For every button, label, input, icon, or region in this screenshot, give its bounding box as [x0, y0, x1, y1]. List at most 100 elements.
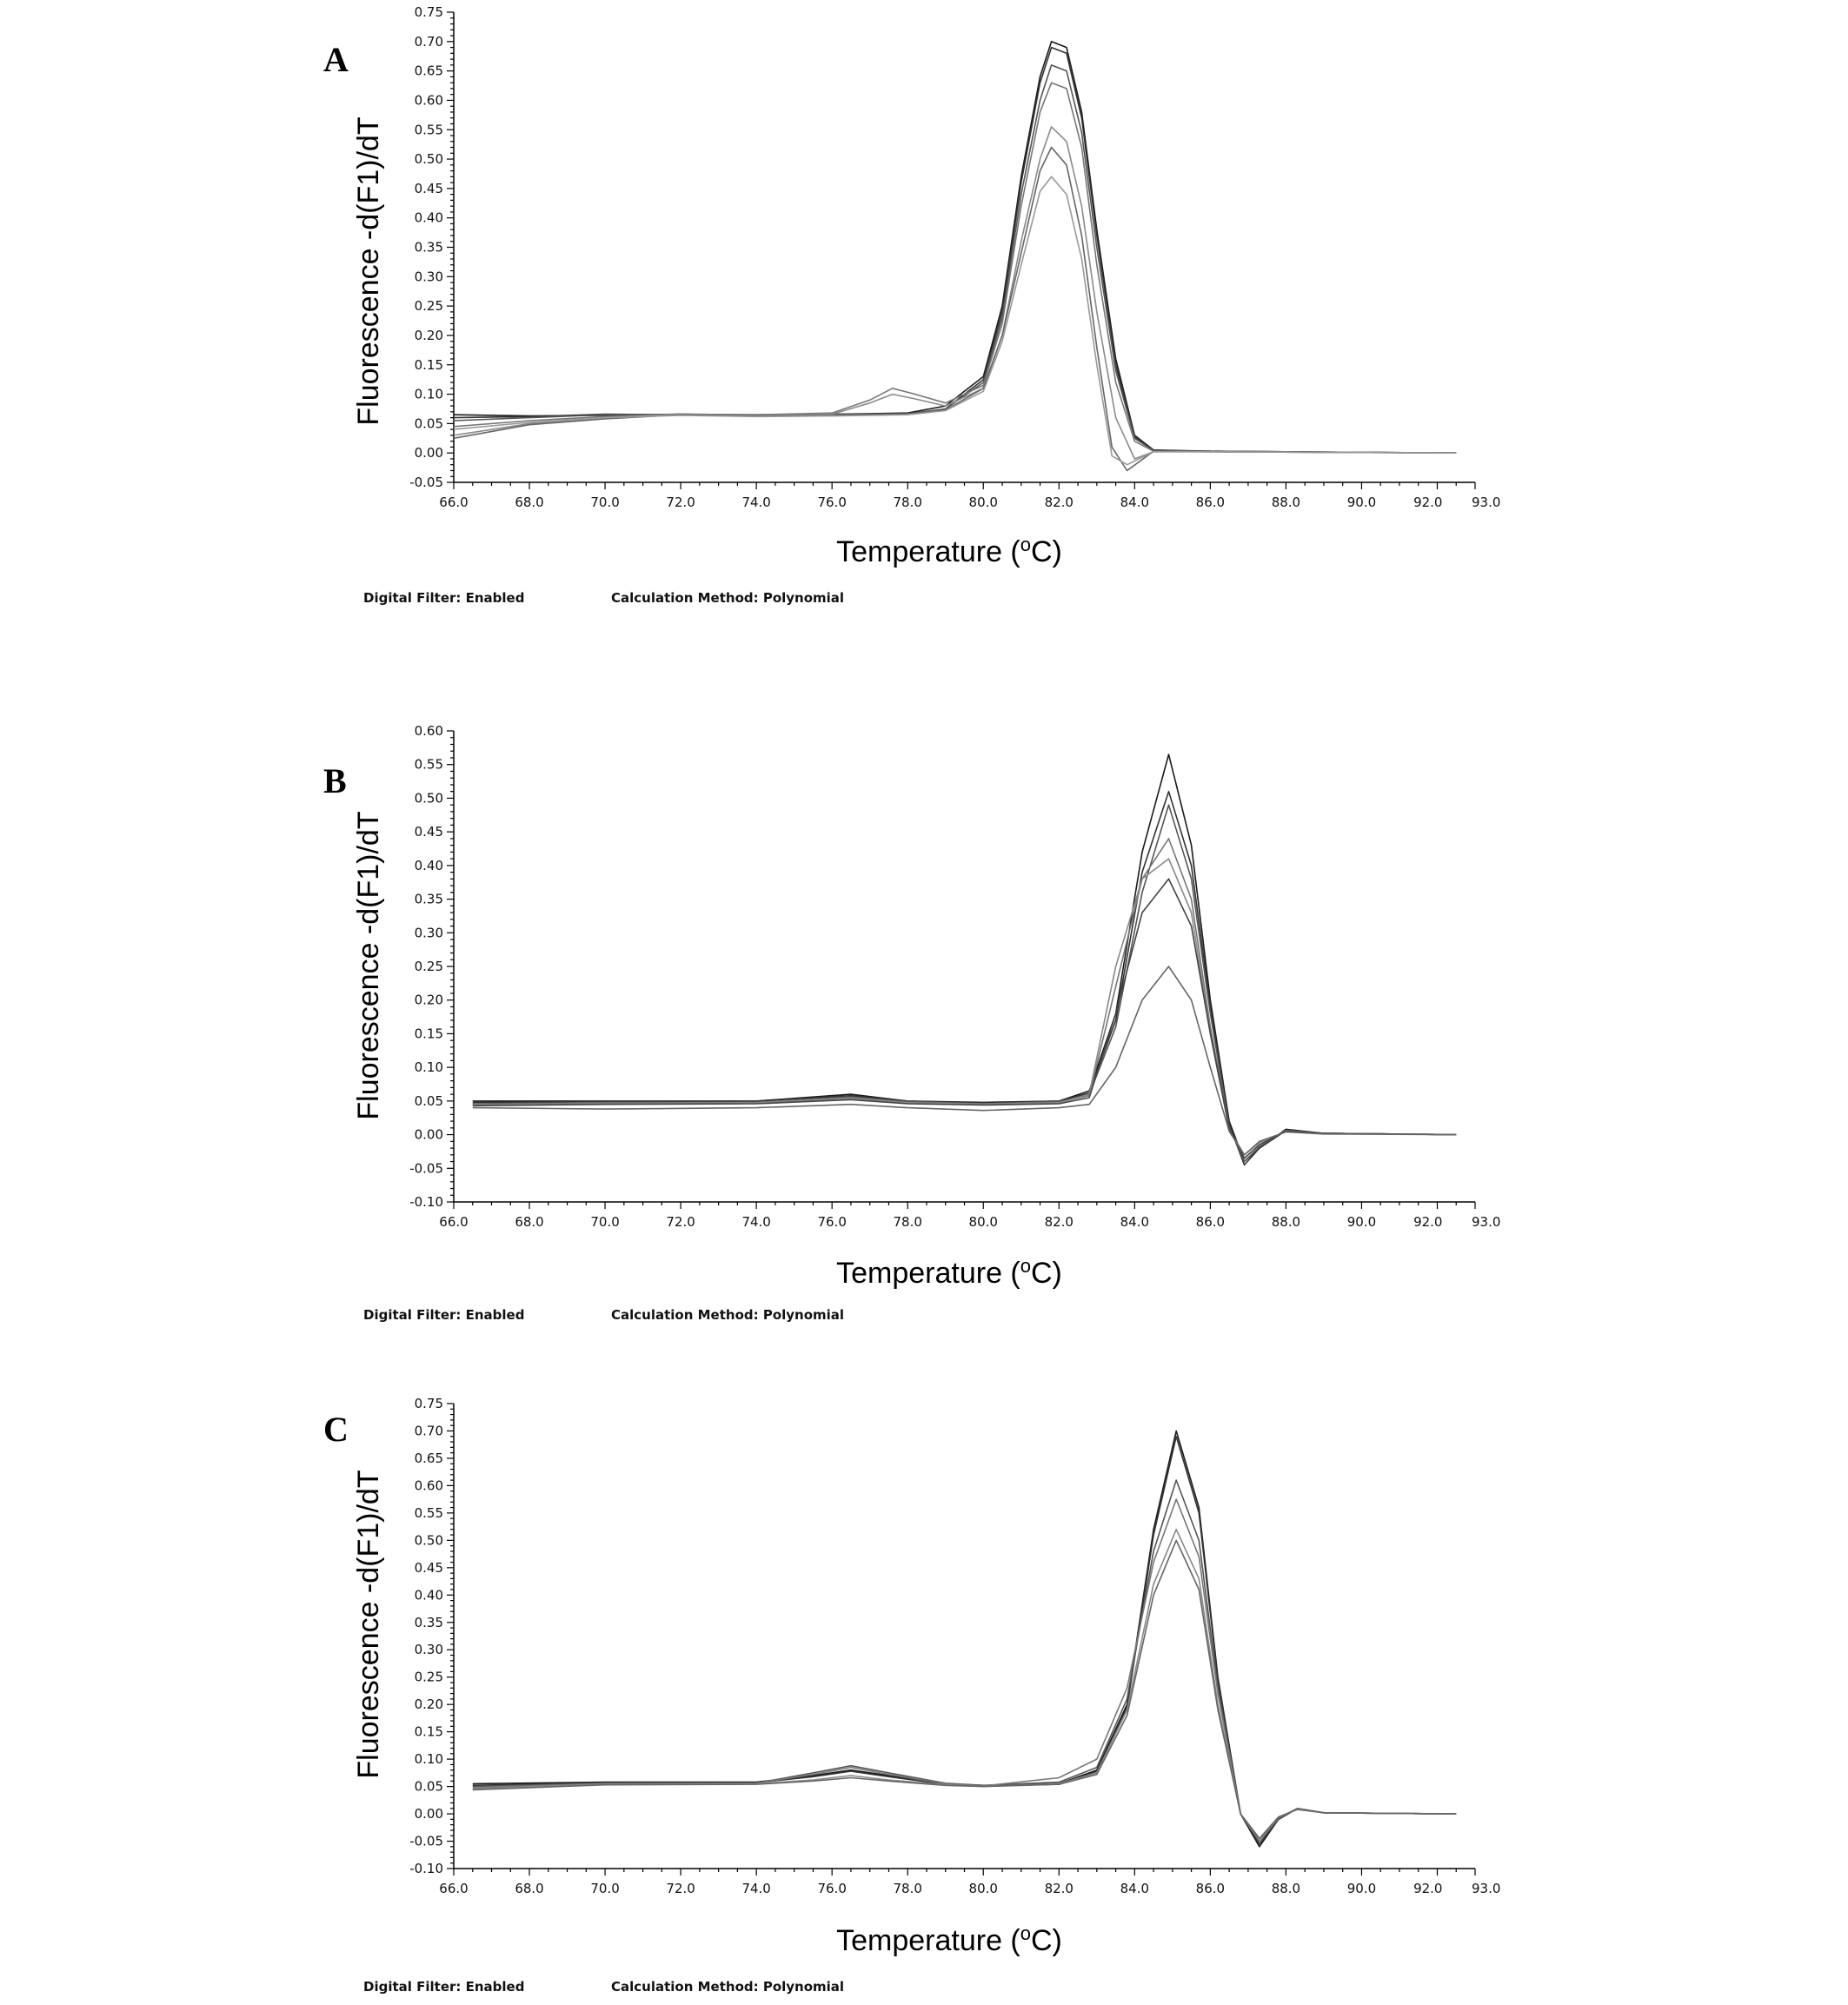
panel-b-y-tick-label: 0.55	[415, 757, 443, 773]
panel-a-x-tick-label: 70.0	[590, 495, 619, 510]
panel-b-footer-method: Calculation Method: Polynomial	[611, 1307, 844, 1323]
panel-a-series-1	[453, 40, 1457, 454]
panel-b-x-tick-label: 88.0	[1272, 1214, 1300, 1230]
panel-a-y-tick-label: 0.35	[415, 240, 443, 256]
panel-a-y-tick-label: 0.00	[415, 445, 443, 461]
panel-b-x-tick-label: 84.0	[1120, 1214, 1149, 1230]
panel-b: B Temperature (oC) Fluorescence -d(F1)/d…	[323, 723, 1500, 1323]
panel-c-y-tick-label: 0.30	[415, 1642, 443, 1657]
panel-a-x-tick-label: 72.0	[666, 495, 695, 510]
panel-c-y-tick-label: 0.55	[415, 1505, 443, 1521]
panel-b-footer-filter: Digital Filter: Enabled	[363, 1307, 524, 1323]
panel-c-x-tick-label: 66.0	[439, 1881, 468, 1896]
panel-a-x-tick-label: 66.0	[439, 495, 468, 510]
panel-a-x-tick-label: 80.0	[969, 495, 998, 510]
panel-c-series-3	[472, 1479, 1457, 1842]
panel-a-series-6	[453, 146, 1457, 472]
panel-c-y-tick-label: 0.25	[415, 1670, 443, 1685]
panel-b-y-tick-label: 0.15	[415, 1026, 443, 1041]
panel-b-y-tick-label: -0.10	[409, 1194, 443, 1210]
panel-c-y-tick-label: 0.00	[415, 1806, 443, 1822]
panel-c-y-tick-label: 0.45	[415, 1560, 443, 1576]
panel-c-x-tick-label: 88.0	[1272, 1881, 1300, 1896]
panel-b-x-tick-label: 78.0	[894, 1214, 922, 1230]
panel-b-x-tick-label: 66.0	[439, 1214, 468, 1230]
panel-c-x-tick-label: 84.0	[1120, 1881, 1149, 1896]
panel-b-series-1	[472, 754, 1457, 1163]
panel-a-x-tick-label: 86.0	[1196, 495, 1225, 510]
panel-a-series-2	[453, 46, 1457, 454]
panel-b-x-tick-label: 86.0	[1196, 1214, 1225, 1230]
panel-c-footer-method: Calculation Method: Polynomial	[611, 1979, 844, 1995]
panel-a-x-tick-label: 93.0	[1472, 495, 1500, 510]
panel-c-y-axis-title: Fluorescence -d(F1)/dT	[352, 1470, 385, 1778]
panel-b-x-tick-label: 72.0	[666, 1214, 695, 1230]
panel-c-y-tick-label: 0.65	[415, 1451, 443, 1466]
panel-c-series-5	[472, 1529, 1457, 1840]
panel-c-x-tick-label: 90.0	[1347, 1881, 1376, 1896]
panel-c-x-axis-title: Temperature (oC)	[836, 1922, 1062, 1958]
panel-c-y-tick-label: -0.05	[409, 1834, 443, 1849]
panel-b-y-tick-label: 0.45	[415, 824, 443, 840]
panel-a-y-tick-label: 0.55	[415, 122, 443, 137]
panel-b-x-tick-label: 90.0	[1347, 1214, 1376, 1230]
panel-b-y-tick-label: 0.40	[415, 858, 443, 873]
panel-c-x-tick-label: 72.0	[666, 1881, 695, 1896]
panel-a-series-4	[453, 82, 1457, 455]
panel-b-series-3	[472, 804, 1457, 1163]
panel-b-y-tick-label: 0.05	[415, 1093, 443, 1109]
panel-b-x-tick-label: 76.0	[817, 1214, 846, 1230]
panel-a-label: A	[323, 40, 349, 79]
panel-c-y-tick-label: 0.60	[415, 1477, 443, 1493]
panel-a-x-tick-label: 76.0	[817, 495, 846, 510]
panel-a-y-tick-label: 0.25	[415, 298, 443, 314]
panel-b-y-tick-label: 0.25	[415, 959, 443, 974]
panel-a-x-tick-label: 88.0	[1272, 495, 1300, 510]
panel-b-y-tick-label: 0.50	[415, 790, 443, 806]
panel-b-y-tick-label: 0.60	[415, 723, 443, 739]
panel-b-x-tick-label: 82.0	[1045, 1214, 1074, 1230]
panel-c-series-4	[472, 1498, 1457, 1842]
panel-b-y-tick-label: 0.10	[415, 1059, 443, 1075]
panel-a-x-tick-label: 74.0	[741, 495, 770, 510]
panel-b-label: B	[323, 761, 347, 800]
panel-a-series-5	[453, 126, 1457, 460]
panel-c-series-6	[472, 1539, 1457, 1840]
panel-b-x-tick-label: 74.0	[741, 1214, 770, 1230]
panel-a-series-3	[453, 64, 1457, 454]
panel-a-plot: 0.75 0.70 0.65 0.60 0.55 0.50 0.45 0.40 0.35 0.30…	[409, 4, 1500, 510]
panel-c-y-tick-label: 0.20	[415, 1696, 443, 1712]
panel-c-x-tick-label: 82.0	[1045, 1881, 1074, 1896]
panel-a-x-tick-label: 78.0	[894, 495, 922, 510]
panel-c-x-tick-label: 86.0	[1196, 1881, 1225, 1896]
panel-a-x-tick-label: 82.0	[1045, 495, 1074, 510]
panel-c-label: C	[323, 1410, 349, 1449]
panel-a-y-tick-label: 0.65	[415, 63, 443, 79]
panel-a-y-tick-label: 0.10	[415, 387, 443, 402]
panel-c-y-tick-label: 0.70	[415, 1423, 443, 1438]
panel-a-x-axis-title: Temperature (oC)	[836, 534, 1062, 569]
panel-b-x-tick-label: 80.0	[969, 1214, 998, 1230]
panel-b-x-tick-label: 68.0	[515, 1214, 543, 1230]
panel-c-y-tick-label: 0.05	[415, 1779, 443, 1795]
panel-a-series-7	[453, 176, 1457, 466]
panel-b-y-tick-label: 0.00	[415, 1127, 443, 1143]
panel-c-x-tick-label: 74.0	[741, 1881, 770, 1896]
panel-b-y-tick-label: -0.05	[409, 1160, 443, 1176]
panel-b-series-7	[472, 966, 1457, 1156]
panel-b-series-6	[472, 878, 1457, 1159]
panel-b-x-tick-label: 92.0	[1413, 1214, 1442, 1230]
panel-b-y-axis-title: Fluorescence -d(F1)/dT	[352, 811, 385, 1119]
panel-c-y-tick-label: 0.75	[415, 1396, 443, 1411]
panel-c-x-tick-label: 70.0	[590, 1881, 619, 1896]
panel-c-x-tick-label: 76.0	[817, 1881, 846, 1896]
panel-a-x-tick-label: 92.0	[1413, 495, 1442, 510]
panel-b-plot: 0.60 0.55 0.50 0.45 0.40 0.35 0.30 0.25 0.20 0.15…	[409, 723, 1500, 1230]
panel-a-y-tick-label: 0.45	[415, 181, 443, 196]
panel-c-x-tick-label: 92.0	[1413, 1881, 1442, 1896]
panel-a-y-tick-label: 0.75	[415, 4, 443, 20]
panel-c-y-tick-label: 0.10	[415, 1751, 443, 1767]
panel-a-y-tick-label: 0.05	[415, 415, 443, 431]
panel-b-series-5	[472, 858, 1457, 1156]
